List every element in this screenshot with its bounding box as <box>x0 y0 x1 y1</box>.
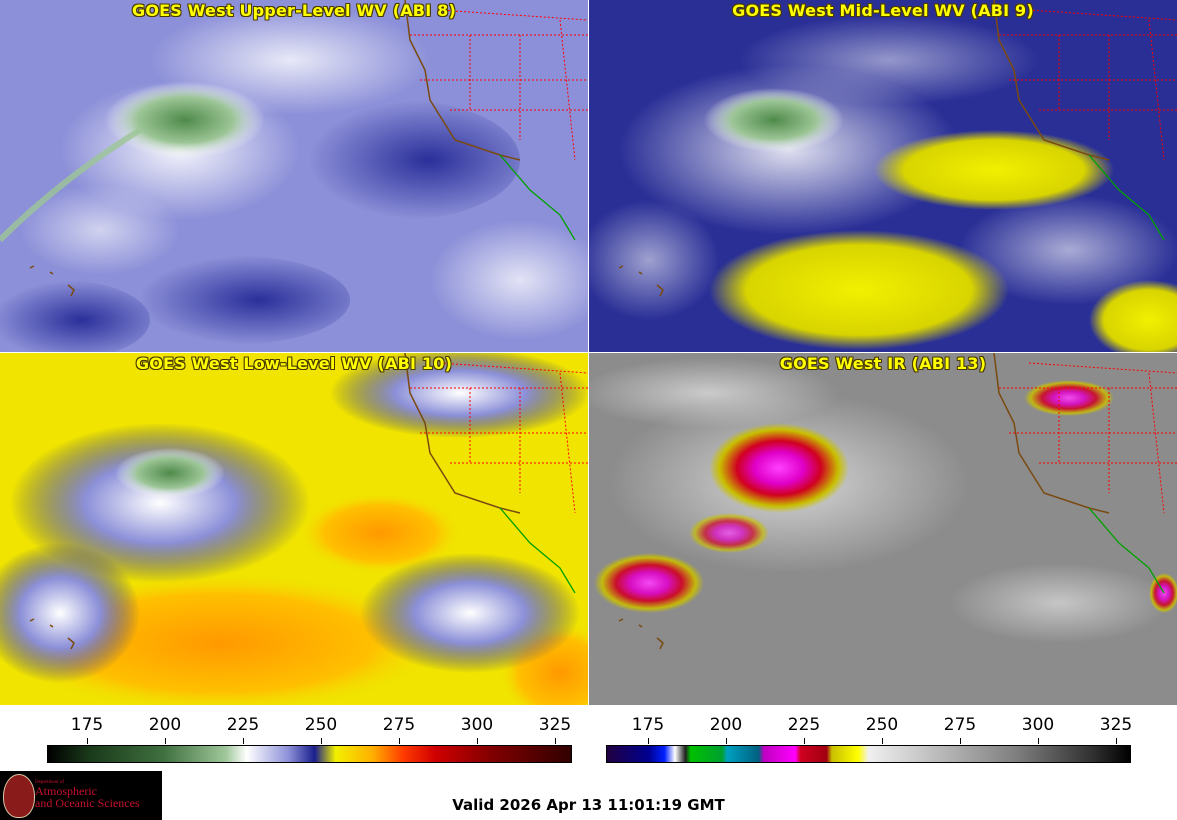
valid-time-label: Valid 2026 Apr 13 11:01:19 GMT <box>452 796 725 814</box>
colorbar-tick-label: 225 <box>226 715 260 735</box>
colorbar-tick-label: 325 <box>538 715 572 735</box>
mid-level-wv-panel: GOES West Mid-Level WV (ABI 9) <box>589 0 1177 352</box>
upper-level-wv-image <box>0 0 588 352</box>
wv-colorbar: 175 200 225 250 275 300 325 <box>0 705 588 767</box>
logo-dept-text: Department of <box>35 780 65 785</box>
colorbar-tick-label: 175 <box>70 715 104 735</box>
panel-title: GOES West IR (ABI 13) <box>779 354 987 373</box>
panel-title: GOES West Upper-Level WV (ABI 8) <box>132 1 456 20</box>
colorbar-tick-label: 275 <box>382 715 416 735</box>
colorbar-tick-label: 175 <box>631 715 665 735</box>
colorbar-tick-label: 250 <box>304 715 338 735</box>
ir-panel: GOES West IR (ABI 13) <box>589 353 1177 705</box>
colorbar-tick-label: 325 <box>1099 715 1133 735</box>
wv-colorbar-scale <box>47 745 572 763</box>
ir-colorbar: 175 200 225 250 275 300 325 <box>589 705 1177 767</box>
ir-image <box>589 353 1177 705</box>
panel-title: GOES West Mid-Level WV (ABI 9) <box>732 1 1034 20</box>
low-level-wv-panel: GOES West Low-Level WV (ABI 10) <box>0 353 588 705</box>
colorbar-tick-label: 200 <box>709 715 743 735</box>
colorbar-tick-label: 275 <box>943 715 977 735</box>
low-level-wv-image <box>0 353 588 705</box>
aos-logo: Department of Atmospheric and Oceanic Sc… <box>0 771 162 820</box>
logo-name-line1: Atmospheric <box>35 784 97 798</box>
panel-title: GOES West Low-Level WV (ABI 10) <box>135 354 453 373</box>
colorbar-tick-label: 225 <box>787 715 821 735</box>
upper-level-wv-panel: GOES West Upper-Level WV (ABI 8) <box>0 0 588 352</box>
colorbar-tick-label: 300 <box>1021 715 1055 735</box>
colorbar-tick-label: 300 <box>460 715 494 735</box>
logo-name-line2: and Oceanic Sciences <box>35 796 140 810</box>
colorbar-tick-label: 250 <box>865 715 899 735</box>
university-seal-icon <box>3 774 35 818</box>
mid-level-wv-image <box>589 0 1177 352</box>
ir-colorbar-scale <box>606 745 1131 763</box>
colorbar-tick-label: 200 <box>148 715 182 735</box>
